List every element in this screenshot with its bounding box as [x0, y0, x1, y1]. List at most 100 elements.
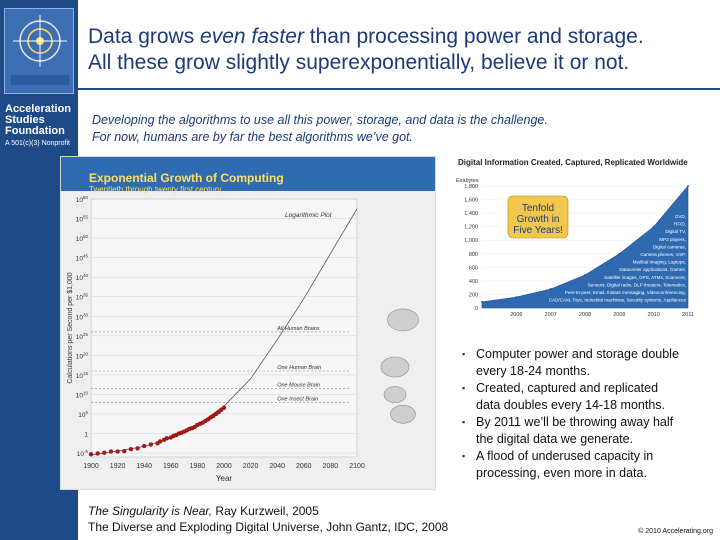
y-tick-label: 1,200: [464, 225, 478, 231]
bullet-line: Computer power and storage double: [476, 347, 679, 361]
x-axis-label: Year: [216, 474, 233, 483]
computing-growth-plot: 1060 1055 1050 1045 1040 1035 1030 1025 1020 1015…: [67, 195, 419, 483]
digital-information-chart: Digital Information Created, Captured, R…: [450, 150, 698, 330]
y-tick-label: 1030: [76, 312, 89, 321]
data-area: [481, 185, 689, 309]
area-annotation: Digital TV,: [665, 229, 686, 234]
callout-text: Growth in: [517, 214, 560, 225]
x-tick-label: 2010: [648, 312, 660, 318]
data-point: [128, 447, 134, 452]
title-divider: [78, 88, 720, 90]
data-point: [102, 450, 107, 455]
x-tick-label: 2040: [269, 463, 285, 470]
y-axis-label: Exabytes: [456, 178, 479, 184]
y-tick-label: 1: [84, 432, 88, 439]
title-text: Data grows: [88, 25, 201, 48]
reference-line-label: One Mouse Brain: [277, 383, 320, 389]
chart-title: Exponential Growth of Computing: [89, 171, 284, 185]
x-tick-label: 2011: [682, 312, 694, 318]
area-annotation: Peer-to-peer, Email, Instant messaging, …: [565, 290, 686, 295]
intro-text: Developing the algorithms to use all thi…: [92, 112, 712, 146]
bullet-line: By 2011 we’ll be throwing away half: [476, 415, 674, 429]
key-points-list: Computer power and storage double every …: [462, 346, 718, 482]
area-annotation: Camera phones, VoIP,: [640, 252, 686, 257]
y-tick-label: 1,800: [464, 184, 478, 190]
x-tick-label: 2100: [349, 463, 365, 470]
chart-header: [61, 157, 435, 191]
org-subtitle: A 501(c)(3) Nonprofit: [5, 140, 70, 147]
x-tick-label: 1980: [190, 463, 206, 470]
human-icon: [380, 356, 410, 378]
mouse-icon: [383, 386, 407, 403]
bullet-line: A flood of underused capacity in: [476, 449, 654, 463]
x-tick-label: 2009: [613, 312, 625, 318]
chart-title: Digital Information Created, Captured, R…: [458, 158, 688, 167]
logo-emblem-icon: [11, 15, 69, 85]
area-annotation: Sensors, Digital radio, DLP theaters, Te…: [588, 282, 686, 287]
area-annotation: CAD/CAM, Toys, Industrial machines, Secu…: [549, 298, 687, 303]
y-tick-label: 1,400: [464, 211, 478, 217]
data-point: [221, 405, 227, 410]
y-tick-label: 1,600: [464, 198, 478, 204]
computing-growth-chart: Exponential Growth of Computing Twentiet…: [60, 156, 436, 490]
data-point: [158, 439, 163, 444]
y-tick-label: 1025: [76, 332, 89, 341]
y-tick-label: 600: [469, 265, 478, 271]
bullet-line: data doubles every 14-18 months.: [476, 398, 666, 412]
callout-text: Five Years!: [513, 225, 562, 236]
data-point: [584, 274, 586, 276]
y-tick-label: 1,000: [464, 238, 478, 244]
copyright: © 2010 Accelerating.org: [638, 528, 713, 535]
org-name-line: Acceleration: [5, 103, 72, 115]
insect-icon: [390, 404, 416, 424]
data-point: [115, 449, 120, 454]
y-tick-label: 200: [469, 292, 478, 298]
source-book-title: The Singularity is Near,: [88, 504, 213, 518]
org-name-line: Studies: [5, 114, 45, 126]
data-point: [148, 442, 153, 447]
y-tick-label: 1035: [76, 293, 89, 302]
data-point: [135, 446, 140, 451]
data-point: [618, 252, 621, 255]
area-annotation: DVD,: [675, 214, 686, 219]
area-annotation: RFID,: [674, 222, 686, 227]
area-annotation: Medical imaging, Laptops,: [633, 260, 686, 265]
title-line-1: Data grows even faster than processing p…: [88, 24, 713, 50]
chart-subtitle: Twentieth through twenty first century: [89, 185, 222, 194]
y-axis-label: Calculations per Second per $1,000: [67, 272, 74, 383]
x-tick-label: 2020: [243, 463, 259, 470]
y-tick-label: 1010: [76, 390, 89, 399]
y-tick-label: 400: [469, 279, 478, 285]
y-tick-label: 1045: [76, 254, 89, 263]
x-tick-label: 2007: [545, 312, 557, 318]
data-point: [515, 296, 518, 298]
title-text: than processing power and storage.: [303, 25, 644, 48]
data-point: [687, 185, 689, 187]
reference-line-label: One Human Brain: [277, 365, 321, 371]
x-tick-label: 1920: [110, 463, 126, 470]
brains-group-icon: [387, 308, 419, 332]
reference-line-label: All Human Brains: [276, 326, 320, 332]
digital-information-plot: Exabytes 0 200 400 600 800 1,000 1,200 1,400 1,60…: [456, 178, 694, 318]
y-tick-label: 10-5: [77, 449, 89, 458]
foundation-logo: [4, 8, 74, 94]
bullet-line: every 18-24 months.: [476, 364, 590, 378]
bullet-line: the digital data we generate.: [476, 432, 634, 446]
data-point: [652, 225, 655, 228]
intro-line: Developing the algorithms to use all thi…: [92, 113, 548, 127]
x-tick-label: 2006: [510, 312, 522, 318]
data-point: [142, 443, 147, 449]
callout-text: Tenfold: [522, 203, 554, 214]
x-tick-label: 2060: [296, 463, 312, 470]
y-tick-label: 1015: [76, 371, 89, 380]
data-point: [164, 436, 169, 441]
data-point: [95, 451, 100, 456]
org-name-line: Foundation: [5, 125, 65, 137]
data-point: [122, 448, 127, 454]
area-annotation: Datacenter applications, Games,: [619, 267, 686, 272]
data-point: [549, 288, 552, 290]
source-author: Ray Kurzweil, 2005: [212, 504, 319, 518]
intro-line: For now, humans are by far the best algo…: [92, 130, 413, 144]
source-line: The Singularity is Near, Ray Kurzweil, 2…: [88, 503, 448, 519]
y-tick-label: 105: [78, 410, 88, 419]
